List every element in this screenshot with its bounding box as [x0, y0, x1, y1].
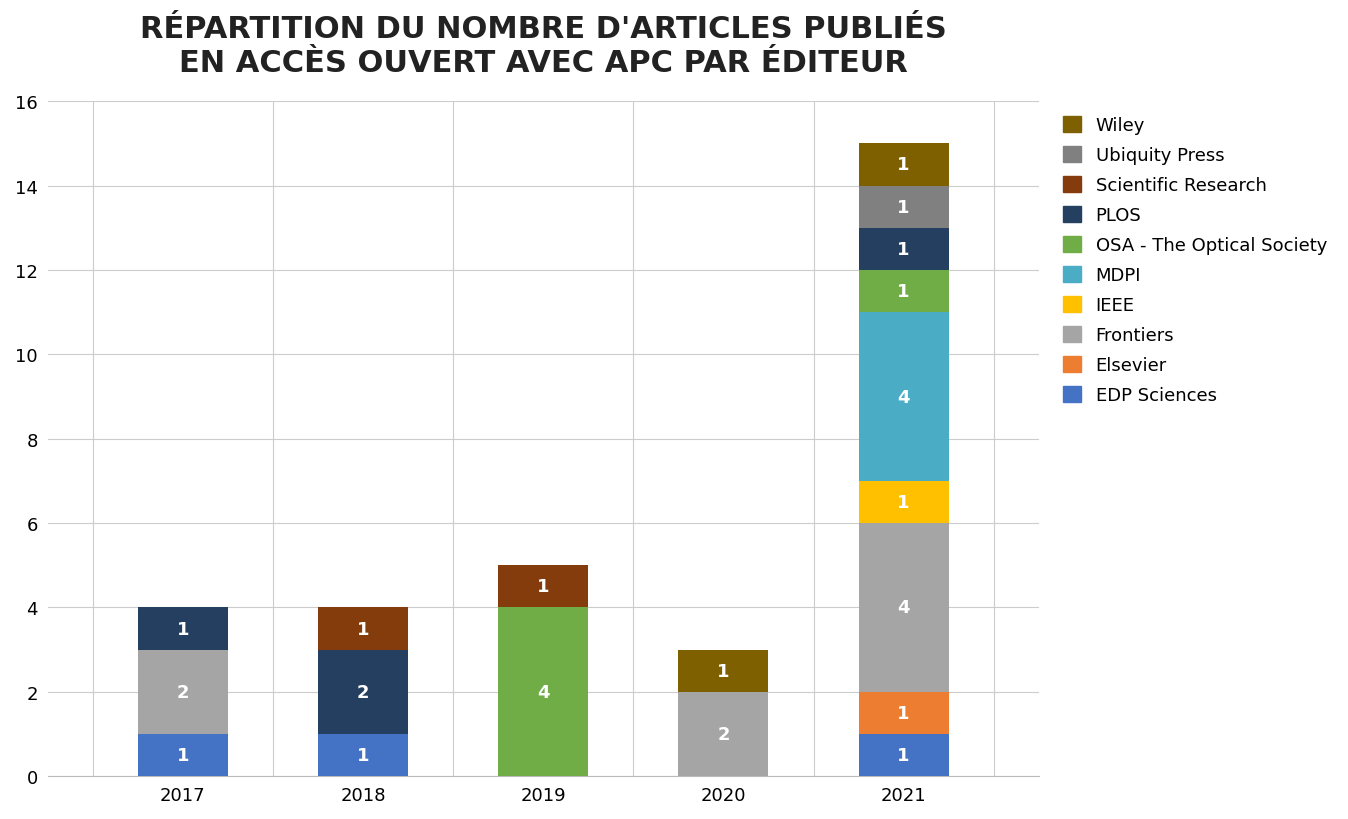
Bar — [859, 270, 949, 313]
Text: 1: 1 — [537, 577, 550, 595]
Bar — [859, 482, 949, 523]
Bar — [137, 650, 228, 734]
Bar — [859, 186, 949, 229]
Text: 1: 1 — [898, 156, 910, 174]
Text: 1: 1 — [898, 198, 910, 216]
Bar — [678, 692, 768, 776]
Text: 1: 1 — [357, 746, 369, 764]
Bar — [318, 608, 408, 650]
Bar — [499, 608, 588, 776]
Text: 2: 2 — [357, 683, 369, 701]
Text: 1: 1 — [717, 662, 729, 680]
Bar — [137, 608, 228, 650]
Text: 4: 4 — [537, 683, 550, 701]
Text: 4: 4 — [898, 599, 910, 617]
Text: 4: 4 — [898, 388, 910, 406]
Text: 2: 2 — [717, 725, 729, 743]
Text: 1: 1 — [898, 746, 910, 764]
Text: 1: 1 — [898, 493, 910, 511]
Bar — [859, 692, 949, 734]
Title: RÉPARTITION DU NOMBRE D'ARTICLES PUBLIÉS
EN ACCÈS OUVERT AVEC APC PAR ÉDITEUR: RÉPARTITION DU NOMBRE D'ARTICLES PUBLIÉS… — [140, 15, 946, 78]
Bar — [859, 734, 949, 776]
Bar — [318, 650, 408, 734]
Bar — [859, 144, 949, 186]
Bar — [859, 229, 949, 270]
Bar — [499, 566, 588, 608]
Text: 1: 1 — [177, 620, 189, 638]
Text: 1: 1 — [898, 241, 910, 259]
Bar — [859, 313, 949, 482]
Text: 1: 1 — [898, 283, 910, 301]
Bar — [859, 523, 949, 692]
Legend: Wiley, Ubiquity Press, Scientific Research, PLOS, OSA - The Optical Society, MDP: Wiley, Ubiquity Press, Scientific Resear… — [1058, 111, 1332, 410]
Bar — [137, 734, 228, 776]
Text: 1: 1 — [177, 746, 189, 764]
Text: 1: 1 — [357, 620, 369, 638]
Text: 1: 1 — [898, 704, 910, 722]
Bar — [318, 734, 408, 776]
Text: 2: 2 — [177, 683, 189, 701]
Bar — [678, 650, 768, 692]
